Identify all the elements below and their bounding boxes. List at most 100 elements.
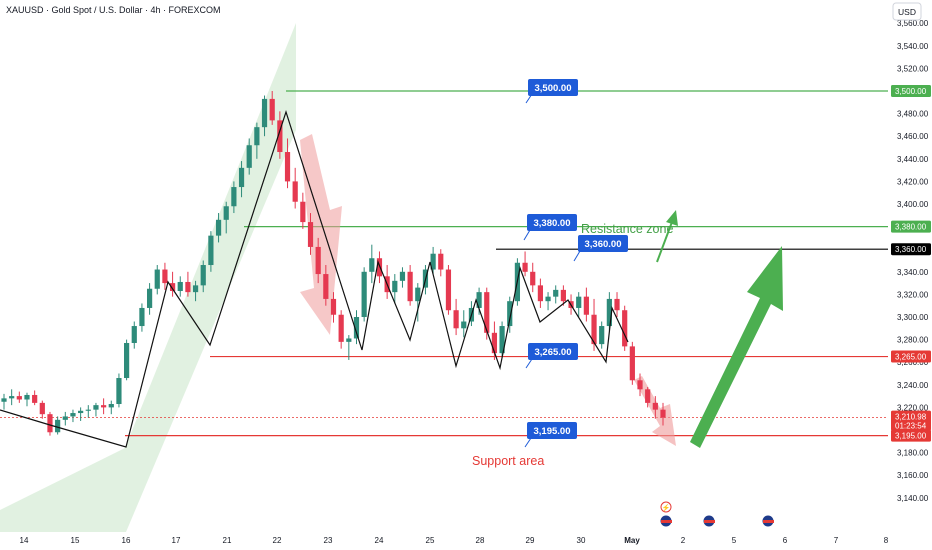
candle bbox=[55, 416, 61, 435]
candle bbox=[292, 167, 298, 209]
candle bbox=[269, 91, 275, 125]
candle bbox=[353, 310, 360, 345]
candle bbox=[499, 321, 505, 358]
time-tick-label: 23 bbox=[324, 536, 333, 545]
candle bbox=[146, 283, 153, 315]
candle-body bbox=[407, 271, 413, 302]
time-tick-label: 5 bbox=[732, 536, 737, 545]
us-flag-stripe bbox=[661, 520, 672, 523]
currency-badge-text: USD bbox=[898, 7, 916, 17]
candle-body bbox=[353, 317, 360, 339]
candle bbox=[553, 285, 559, 304]
us-flag-stripe bbox=[763, 520, 774, 523]
callout-3380: 3,380.00 bbox=[523, 214, 577, 241]
candle-body bbox=[415, 287, 421, 302]
symbol-title: XAUUSD · Gold Spot / U.S. Dollar · 4h · … bbox=[6, 5, 221, 15]
candle bbox=[131, 321, 137, 349]
price-tick-label: 3,140.00 bbox=[897, 494, 929, 503]
candle-body bbox=[576, 296, 582, 308]
candle bbox=[560, 285, 566, 306]
candle-body bbox=[637, 380, 643, 390]
candle bbox=[530, 262, 536, 293]
bullish-arrow-large bbox=[690, 246, 783, 448]
candle bbox=[139, 303, 145, 332]
lightning-icon[interactable] bbox=[660, 501, 672, 513]
candle-body bbox=[254, 127, 260, 146]
candle-body bbox=[476, 292, 482, 308]
candle bbox=[32, 390, 38, 406]
candle-body bbox=[438, 253, 444, 270]
axis-level-tag: 3,265.00 bbox=[891, 350, 931, 363]
candle-body bbox=[85, 409, 91, 411]
candle-body bbox=[261, 98, 268, 128]
candle-body bbox=[430, 253, 436, 270]
candle bbox=[346, 335, 352, 360]
candle bbox=[599, 321, 605, 349]
candle bbox=[101, 398, 107, 415]
candle-body bbox=[399, 271, 406, 281]
price-tick-label: 3,540.00 bbox=[897, 42, 929, 51]
price-tick-label: 3,280.00 bbox=[897, 336, 929, 345]
candle-body bbox=[315, 246, 321, 275]
time-tick-label: 29 bbox=[526, 536, 535, 545]
axis-tag-text: 3,265.00 bbox=[895, 353, 927, 362]
candle-body bbox=[537, 285, 543, 302]
candlestick-series bbox=[1, 91, 666, 436]
candle bbox=[330, 292, 337, 323]
candle bbox=[93, 402, 99, 417]
candle-body bbox=[177, 281, 183, 292]
candle bbox=[629, 341, 635, 385]
callout-3360-text: 3,360.00 bbox=[585, 239, 622, 250]
candle bbox=[154, 265, 160, 295]
event-icons[interactable]: ⚡ bbox=[660, 501, 775, 527]
axis-tag-bg bbox=[891, 429, 931, 442]
lightning-glyph: ⚡ bbox=[662, 503, 671, 512]
candle-body bbox=[591, 314, 597, 345]
candle-body bbox=[522, 262, 528, 272]
candle-body bbox=[93, 405, 99, 410]
price-tick-label: 3,240.00 bbox=[897, 381, 929, 390]
candle bbox=[78, 407, 84, 421]
candle bbox=[660, 402, 666, 426]
candle-body bbox=[445, 269, 452, 311]
uptrend-channel bbox=[0, 23, 296, 532]
support-area-label: Support area bbox=[472, 454, 544, 468]
candle bbox=[315, 237, 321, 284]
candle-body bbox=[606, 298, 612, 327]
candle bbox=[261, 95, 268, 137]
candle-body bbox=[200, 265, 206, 286]
axis-tag-text: 3,360.00 bbox=[895, 245, 927, 254]
candle bbox=[215, 213, 222, 243]
candle-body bbox=[323, 274, 329, 299]
time-tick-label: 7 bbox=[834, 536, 839, 545]
price-tick-label: 3,180.00 bbox=[897, 449, 929, 458]
price-tick-label: 3,440.00 bbox=[897, 155, 929, 164]
candle bbox=[622, 305, 628, 351]
candle-body bbox=[376, 258, 383, 277]
currency-badge[interactable]: USD bbox=[892, 2, 922, 21]
candle bbox=[116, 373, 122, 408]
candle bbox=[246, 138, 252, 175]
price-tick-label: 3,400.00 bbox=[897, 200, 929, 209]
current-price-tag-bg bbox=[891, 410, 931, 431]
price-tick-label: 3,420.00 bbox=[897, 177, 929, 186]
candle bbox=[177, 276, 183, 297]
candle-body bbox=[530, 271, 536, 286]
candle-body bbox=[238, 167, 245, 188]
candle-body bbox=[660, 409, 666, 418]
candle-body bbox=[146, 288, 153, 308]
candle-body bbox=[108, 404, 114, 408]
candle-body bbox=[652, 402, 658, 410]
callout-3360: 3,360.00 bbox=[573, 235, 628, 262]
candle-body bbox=[231, 187, 237, 207]
time-tick-label: 16 bbox=[122, 536, 131, 545]
time-tick-label: 25 bbox=[426, 536, 435, 545]
candle bbox=[438, 249, 444, 277]
axis-level-tag: 3,380.00 bbox=[891, 220, 931, 233]
candle bbox=[70, 409, 76, 423]
price-tick-label: 3,220.00 bbox=[897, 403, 929, 412]
candle-body bbox=[16, 396, 22, 400]
candle bbox=[277, 111, 283, 159]
candle-body bbox=[269, 98, 275, 121]
